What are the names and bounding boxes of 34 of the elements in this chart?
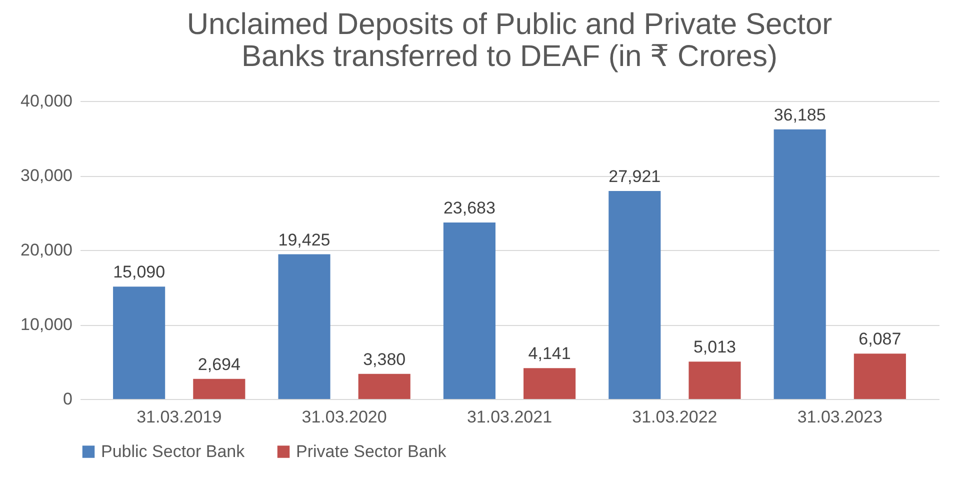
legend-label: Private Sector Bank bbox=[296, 442, 447, 461]
data-label: 4,141 bbox=[528, 344, 571, 364]
bar bbox=[193, 378, 246, 399]
bar bbox=[358, 374, 410, 399]
data-label: 36,185 bbox=[774, 105, 826, 124]
bar bbox=[443, 222, 496, 399]
x-tick-label: 31.03.2020 bbox=[302, 408, 387, 426]
text: Unclaimed Deposits of Public and Private Sector bbox=[186, 8, 832, 41]
data-label: 3,380 bbox=[363, 350, 406, 369]
bar bbox=[113, 286, 166, 399]
legend-label: Public Sector Bank bbox=[101, 442, 246, 461]
data-label: 27,921 bbox=[608, 166, 661, 186]
bar bbox=[608, 190, 661, 399]
data-label: 2,694 bbox=[198, 354, 240, 374]
x-tick-label: 31.03.2019 bbox=[136, 408, 222, 426]
bar bbox=[278, 254, 330, 399]
bar bbox=[854, 354, 906, 399]
bar bbox=[524, 368, 576, 399]
x-tick-label: 31.03.2021 bbox=[466, 408, 552, 426]
y-tick-label: 40,000 bbox=[20, 92, 72, 110]
bar bbox=[774, 129, 826, 399]
y-tick-label: 20,000 bbox=[20, 240, 72, 260]
y-tick-label: 10,000 bbox=[20, 315, 72, 334]
text: Banks transferred to DEAF (in ₹ Crores) bbox=[242, 40, 778, 73]
x-tick-label: 31.03.2023 bbox=[797, 408, 882, 426]
data-label: 5,013 bbox=[693, 338, 736, 357]
y-tick-label: 0 bbox=[63, 390, 72, 408]
y-tick-label: 30,000 bbox=[20, 166, 72, 185]
x-tick-label: 31.03.2022 bbox=[632, 408, 718, 426]
data-label: 23,683 bbox=[443, 198, 496, 218]
data-label: 15,090 bbox=[113, 262, 166, 282]
data-label: 6,087 bbox=[858, 330, 902, 349]
data-label: 19,425 bbox=[278, 230, 330, 250]
bar bbox=[688, 362, 741, 399]
